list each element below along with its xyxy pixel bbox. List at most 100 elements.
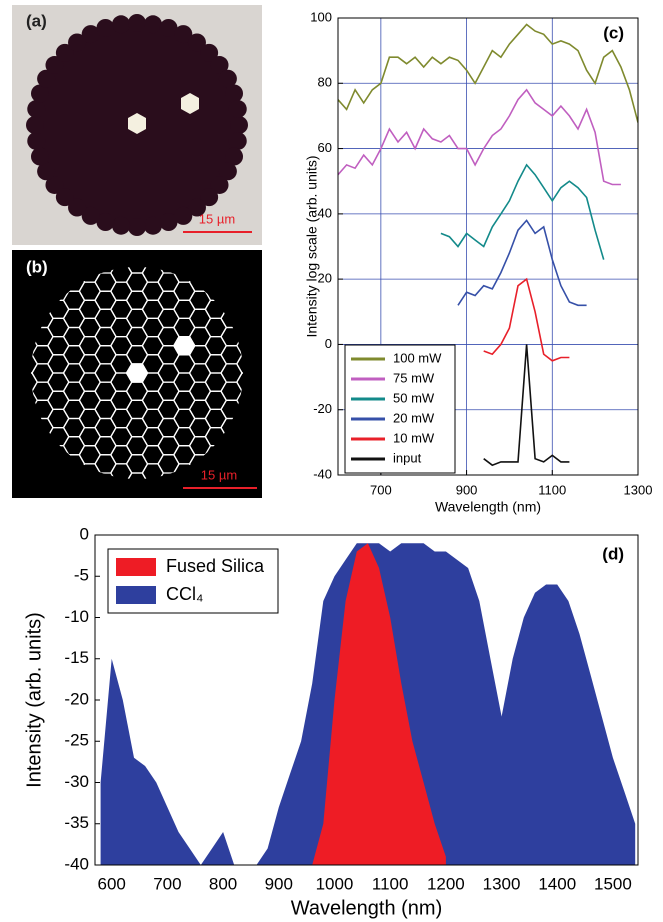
cell xyxy=(236,372,243,392)
x-axis-label: Wavelength (nm) xyxy=(291,897,443,919)
outer-cell xyxy=(187,33,206,52)
y-tick-label: -15 xyxy=(64,648,89,667)
scale-bar-label: 15 µm xyxy=(199,211,235,226)
y-tick-label: 20 xyxy=(318,271,332,286)
y-tick-label: 80 xyxy=(318,75,332,90)
series-line xyxy=(457,219,587,307)
outer-cell xyxy=(210,175,229,194)
y-tick-label: -25 xyxy=(64,731,89,750)
y-tick-label: 0 xyxy=(325,336,332,351)
outer-cell xyxy=(26,116,44,134)
outer-cell xyxy=(128,14,146,32)
x-tick-label: 1300 xyxy=(624,482,653,497)
outer-cell xyxy=(112,216,131,235)
x-tick-label: 1300 xyxy=(483,874,521,893)
core-hole xyxy=(128,113,146,134)
x-tick-label: 900 xyxy=(456,482,478,497)
plot-frame xyxy=(94,534,639,866)
legend-box xyxy=(344,344,456,474)
y-tick-label: -40 xyxy=(64,854,89,873)
outer-cell xyxy=(112,15,131,34)
outer-cell xyxy=(96,213,115,232)
y-tick-label: -20 xyxy=(313,401,332,416)
outer-cell xyxy=(45,175,64,194)
outer-cell xyxy=(68,33,87,52)
legend-swatch xyxy=(116,586,156,604)
legend-swatch xyxy=(116,558,156,576)
chart: 700 900 1100 1300 -40 -20 0 20 40 60 80 100 (c) Wavel… xyxy=(304,9,653,514)
x-tick-label: 1500 xyxy=(594,874,632,893)
outer-cell xyxy=(230,116,248,134)
outer-cell xyxy=(81,206,100,225)
outer-cell xyxy=(96,18,115,37)
outer-cell xyxy=(174,206,193,225)
x-tick-label: 1100 xyxy=(538,482,566,497)
series-line xyxy=(440,163,605,260)
y-tick-label: -40 xyxy=(313,466,332,481)
panel-b: (b) 15 µm xyxy=(12,250,262,498)
second-hole xyxy=(181,93,199,114)
x-tick-label: 900 xyxy=(265,874,293,893)
outer-cell xyxy=(128,218,146,236)
outer-cell xyxy=(159,18,178,37)
outer-cell xyxy=(228,131,247,150)
y-tick-label: -30 xyxy=(64,772,89,791)
y-tick-label: 60 xyxy=(318,140,332,155)
legend-label: 100 mW xyxy=(393,350,442,365)
plot-frame xyxy=(337,17,639,476)
outer-cell xyxy=(37,162,56,181)
panel-a: (a) 15 µm xyxy=(12,5,262,245)
outer-cell xyxy=(55,43,74,62)
outer-cell xyxy=(187,198,206,217)
legend-label: 75 mW xyxy=(393,370,435,385)
outer-cell xyxy=(228,100,247,119)
outer-cell xyxy=(218,69,237,88)
y-tick-label: -20 xyxy=(64,689,89,708)
panel-label: (d) xyxy=(602,544,624,563)
series-line xyxy=(338,23,638,123)
scale-bar-label: 15 µm xyxy=(201,467,237,482)
outer-cell xyxy=(81,25,100,44)
outer-cell xyxy=(159,213,178,232)
x-tick-label: 1000 xyxy=(316,874,354,893)
charts: 700 900 1100 1300 -40 -20 0 20 40 60 80 100 (c) Wavel… xyxy=(23,9,652,919)
outer-cell xyxy=(68,198,87,217)
outer-cell xyxy=(174,25,193,44)
outer-cell xyxy=(143,216,162,235)
outer-cell xyxy=(27,100,46,119)
series-area xyxy=(312,543,446,865)
y-tick-label: -35 xyxy=(64,813,89,832)
legend-label: 20 mW xyxy=(393,410,435,425)
series-line xyxy=(338,88,621,186)
legend-label: 10 mW xyxy=(393,430,435,445)
x-tick-label: 800 xyxy=(209,874,237,893)
x-tick-label: 700 xyxy=(153,874,181,893)
y-tick-label: 0 xyxy=(80,524,89,543)
x-tick-label: 1200 xyxy=(427,874,465,893)
outer-cell xyxy=(45,56,64,75)
y-axis-label: Intensity log scale (arb. units) xyxy=(304,155,320,337)
series-line xyxy=(483,344,570,467)
outer-cell xyxy=(37,69,56,88)
outer-cell xyxy=(200,188,219,207)
panel-label: (a) xyxy=(26,11,47,30)
x-tick-label: 1100 xyxy=(372,874,409,893)
legend-label: input xyxy=(393,450,422,465)
y-tick-label: 40 xyxy=(318,205,332,220)
y-tick-label: 100 xyxy=(310,9,332,24)
legend-label: Fused Silica xyxy=(166,556,265,576)
panel-label: (b) xyxy=(26,257,48,276)
y-tick-label: -5 xyxy=(74,566,89,585)
cell xyxy=(236,354,243,374)
outer-cell xyxy=(27,131,46,150)
outer-cell xyxy=(30,147,49,166)
series-line xyxy=(483,277,570,362)
outer-cell xyxy=(55,188,74,207)
outer-cell xyxy=(200,43,219,62)
y-tick-label: -10 xyxy=(64,607,89,626)
outer-cell xyxy=(225,84,244,103)
x-tick-label: 600 xyxy=(98,874,126,893)
chart: 600 700 800 900 1000 1100 1200 1300 1400 1500 0 -5 -… xyxy=(23,524,639,919)
outer-cell xyxy=(218,162,237,181)
